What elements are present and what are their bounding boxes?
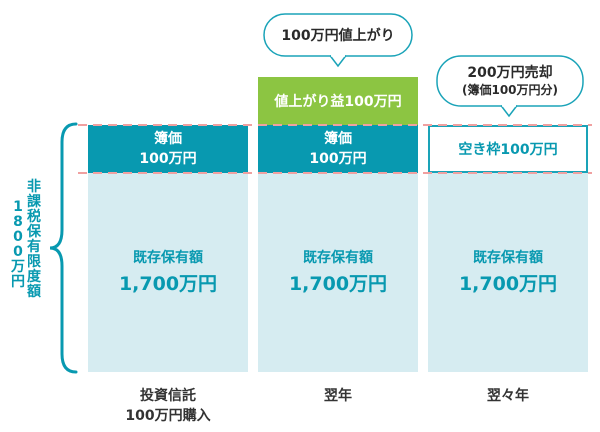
cost-label: 簿価	[324, 131, 352, 147]
existing-label: 既存保有額	[473, 249, 543, 266]
column-2-bottom-label: 翌年	[324, 388, 352, 404]
limit-label: 非 課 税 保 有 限 度 額	[27, 179, 41, 300]
column-1-cost-box: 簿価 100万円	[88, 125, 248, 173]
sale-bubble: 200万円売却 (簿価100万円分)	[461, 65, 559, 97]
cost-value: 100万円	[309, 151, 367, 167]
empty-label: 空き枠100万円	[458, 142, 558, 158]
cost-value: 100万円	[139, 151, 197, 167]
price-rise-bubble-shape	[263, 13, 413, 68]
existing-label: 既存保有額	[303, 249, 373, 266]
column-3-bottom-label: 翌々年	[487, 388, 529, 404]
limit-amount: 1 8 0 0 万 円	[11, 199, 25, 290]
cost-label: 簿価	[154, 131, 182, 147]
column-2-existing: 既存保有額 1,700万円	[258, 173, 418, 372]
column-2-cost-box: 簿価 100万円	[258, 125, 418, 173]
column-3-existing: 既存保有額 1,700万円	[428, 173, 588, 372]
existing-label: 既存保有額	[133, 249, 203, 266]
limit-brace	[49, 122, 78, 374]
sale-bubble-shape	[436, 55, 584, 118]
column-1-bottom-label: 投資信託 100万円購入	[125, 388, 211, 424]
existing-value: 1,700万円	[288, 272, 388, 295]
gain-label: 値上がり益100万円	[274, 94, 402, 110]
column-2-gain-box: 値上がり益100万円	[258, 77, 418, 125]
price-rise-bubble: 100万円値上がり	[281, 28, 395, 44]
existing-value: 1,700万円	[118, 272, 218, 295]
column-1-existing: 既存保有額 1,700万円	[88, 173, 248, 372]
column-3-empty-slot: 空き枠100万円	[428, 125, 588, 173]
existing-value: 1,700万円	[458, 272, 558, 295]
